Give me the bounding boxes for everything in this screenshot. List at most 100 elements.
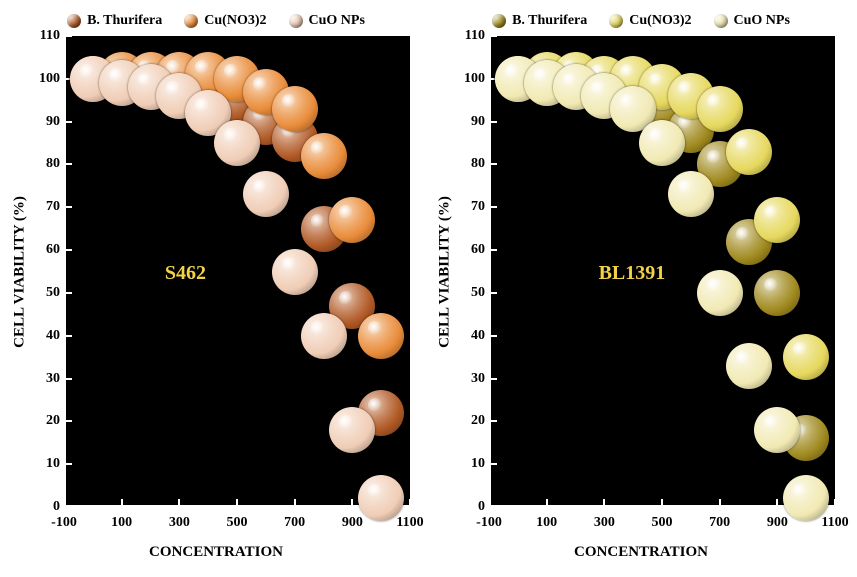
y-tick-label: 20 bbox=[28, 413, 60, 429]
legend-item: Cu(NO3)2 bbox=[184, 13, 266, 29]
data-point bbox=[754, 270, 800, 316]
legend-marker-icon bbox=[67, 14, 81, 28]
y-tick bbox=[489, 378, 497, 380]
data-point bbox=[697, 270, 743, 316]
y-tick-label: 40 bbox=[28, 328, 60, 344]
y-tick bbox=[489, 292, 497, 294]
y-tick bbox=[489, 35, 497, 37]
data-point bbox=[272, 249, 318, 295]
legend-marker-icon bbox=[609, 14, 623, 28]
x-tick-label: 1100 bbox=[396, 515, 423, 531]
data-point bbox=[329, 407, 375, 453]
y-tick-label: 110 bbox=[28, 28, 60, 44]
data-point bbox=[668, 171, 714, 217]
data-point bbox=[726, 343, 772, 389]
y-tick bbox=[64, 335, 72, 337]
y-tick-label: 70 bbox=[28, 199, 60, 215]
panel-title: BL1391 bbox=[599, 262, 666, 285]
x-axis-label: CONCENTRATION bbox=[6, 544, 426, 561]
y-tick bbox=[64, 249, 72, 251]
y-tick-label: 30 bbox=[28, 371, 60, 387]
y-tick bbox=[489, 206, 497, 208]
y-tick-label: 90 bbox=[453, 114, 485, 130]
y-tick-label: 100 bbox=[453, 71, 485, 87]
legend-label: CuO NPs bbox=[309, 13, 365, 29]
y-tick bbox=[64, 378, 72, 380]
y-tick bbox=[489, 249, 497, 251]
panel-s462: B. Thurifera Cu(NO3)2 CuO NPs S462 0 10 20 30 40… bbox=[6, 6, 426, 571]
data-point bbox=[358, 313, 404, 359]
x-tick-label: -100 bbox=[476, 515, 502, 531]
y-tick-label: 50 bbox=[453, 285, 485, 301]
y-tick-label: 10 bbox=[28, 456, 60, 472]
y-tick bbox=[489, 335, 497, 337]
data-point bbox=[214, 120, 260, 166]
legend-label: B. Thurifera bbox=[512, 13, 587, 29]
y-tick bbox=[64, 506, 72, 508]
x-tick-label: 500 bbox=[652, 515, 673, 531]
x-tick-label: 1100 bbox=[821, 515, 848, 531]
data-point bbox=[726, 129, 772, 175]
y-tick-label: 40 bbox=[453, 328, 485, 344]
legend: B. Thurifera Cu(NO3)2 CuO NPs bbox=[6, 8, 426, 34]
y-tick-label: 30 bbox=[453, 371, 485, 387]
y-tick bbox=[489, 163, 497, 165]
y-tick bbox=[64, 420, 72, 422]
y-tick bbox=[64, 292, 72, 294]
data-point bbox=[697, 86, 743, 132]
legend-item: B. Thurifera bbox=[67, 13, 162, 29]
y-tick-label: 110 bbox=[453, 28, 485, 44]
y-axis-line bbox=[64, 36, 66, 507]
x-tick-label: 100 bbox=[111, 515, 132, 531]
x-tick bbox=[546, 499, 548, 507]
x-tick bbox=[178, 499, 180, 507]
y-tick-label: 20 bbox=[453, 413, 485, 429]
x-tick-label: 900 bbox=[342, 515, 363, 531]
x-tick bbox=[661, 499, 663, 507]
x-tick bbox=[236, 499, 238, 507]
x-tick bbox=[719, 499, 721, 507]
figure: B. Thurifera Cu(NO3)2 CuO NPs S462 0 10 20 30 40… bbox=[0, 0, 857, 577]
data-point bbox=[301, 133, 347, 179]
y-tick bbox=[489, 121, 497, 123]
y-axis-label: CELL VIABILITY (%) bbox=[437, 196, 454, 348]
y-tick bbox=[64, 206, 72, 208]
x-tick bbox=[488, 499, 490, 507]
data-point bbox=[783, 334, 829, 380]
y-tick bbox=[489, 420, 497, 422]
panel-title: S462 bbox=[165, 262, 206, 285]
data-point bbox=[639, 120, 685, 166]
x-tick-label: 700 bbox=[284, 515, 305, 531]
y-tick bbox=[64, 463, 72, 465]
y-tick-label: 0 bbox=[28, 499, 60, 515]
legend: B. Thurifera Cu(NO3)2 CuO NPs bbox=[431, 8, 851, 34]
y-tick-label: 0 bbox=[453, 499, 485, 515]
legend-label: B. Thurifera bbox=[87, 13, 162, 29]
y-axis-line bbox=[489, 36, 491, 507]
legend-item: CuO NPs bbox=[714, 13, 790, 29]
y-tick bbox=[489, 506, 497, 508]
x-tick bbox=[63, 499, 65, 507]
x-tick bbox=[294, 499, 296, 507]
data-point bbox=[301, 313, 347, 359]
legend-marker-icon bbox=[289, 14, 303, 28]
legend-label: Cu(NO3)2 bbox=[204, 13, 266, 29]
x-tick bbox=[834, 499, 836, 507]
y-tick-label: 60 bbox=[28, 242, 60, 258]
x-tick-label: 300 bbox=[594, 515, 615, 531]
panel-bl1391: B. ThuriferaCu(NO3)2CuO NPsBL13910102030… bbox=[431, 6, 851, 571]
y-tick-label: 80 bbox=[453, 156, 485, 172]
data-point bbox=[272, 86, 318, 132]
data-point bbox=[754, 407, 800, 453]
legend-label: Cu(NO3)2 bbox=[629, 13, 691, 29]
y-axis-label: CELL VIABILITY (%) bbox=[12, 196, 29, 348]
y-tick-label: 60 bbox=[453, 242, 485, 258]
x-tick-label: 100 bbox=[536, 515, 557, 531]
legend-marker-icon bbox=[184, 14, 198, 28]
x-axis-label: CONCENTRATION bbox=[431, 544, 851, 561]
legend-item: B. Thurifera bbox=[492, 13, 587, 29]
legend-item: CuO NPs bbox=[289, 13, 365, 29]
y-tick-label: 70 bbox=[453, 199, 485, 215]
x-tick-label: 700 bbox=[709, 515, 730, 531]
plot-area: S462 bbox=[64, 36, 410, 507]
